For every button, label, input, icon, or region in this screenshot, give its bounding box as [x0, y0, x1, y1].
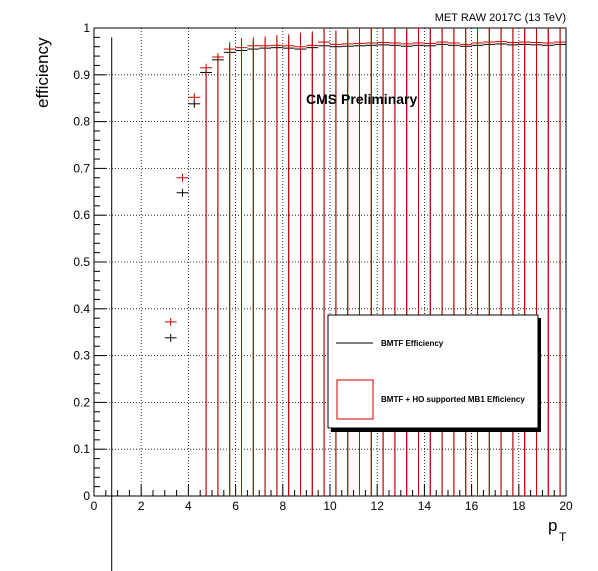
data-point	[282, 34, 295, 496]
data-point	[188, 93, 201, 102]
legend-label-bmtf: BMTF Efficiency	[381, 339, 444, 348]
y-tick-label: 0.4	[73, 302, 90, 316]
data-point	[176, 173, 189, 182]
legend-marker-ho	[336, 379, 374, 420]
data-point	[271, 35, 283, 496]
y-axis-label: efficiency	[33, 37, 52, 108]
data-point	[164, 317, 177, 326]
data-point	[212, 53, 224, 496]
data-point	[235, 38, 248, 496]
y-tick-label: 0.8	[73, 115, 90, 129]
cms-preliminary-label: CMS Preliminary	[306, 91, 417, 107]
data-point	[294, 32, 307, 496]
chart-header: MET RAW 2017C (13 TeV)	[435, 12, 566, 24]
x-tick-label: 6	[232, 499, 239, 513]
x-tick-label: 4	[185, 499, 192, 513]
x-axis-label: p	[548, 516, 557, 535]
x-tick-label: 0	[91, 499, 98, 513]
x-tick-label: 20	[559, 499, 573, 513]
y-tick-label: 0.6	[73, 208, 90, 222]
x-tick-label: 8	[279, 499, 286, 513]
y-tick-label: 0.7	[73, 161, 90, 175]
data-point	[223, 42, 236, 496]
x-tick-label: 16	[465, 499, 479, 513]
x-tick-label: 2	[138, 499, 145, 513]
y-tick-label: 1	[83, 21, 90, 35]
data-point	[306, 31, 319, 496]
y-tick-label: 0.5	[73, 255, 90, 269]
y-tick-label: 0	[83, 489, 90, 503]
data-point	[247, 37, 260, 496]
y-tick-label: 0.1	[73, 442, 90, 456]
data-point	[554, 28, 566, 496]
y-tick-label: 0.9	[73, 68, 90, 82]
data-point	[318, 28, 330, 496]
x-tick-label: 18	[512, 499, 526, 513]
data-point	[200, 63, 212, 496]
data-point	[259, 36, 271, 496]
x-tick-labels: 0 2 4 6 8 10 12 14 16 18 20	[91, 499, 573, 513]
legend-box	[327, 314, 539, 429]
legend: BMTF Efficiency BMTF + HO supported MB1 …	[327, 314, 541, 432]
x-axis-label-subscript: T	[559, 530, 567, 544]
x-tick-label: 14	[418, 499, 432, 513]
data-points	[105, 28, 566, 571]
x-tick-label: 10	[323, 499, 337, 513]
data-point	[164, 333, 177, 342]
y-tick-labels: 0 0.1 0.2 0.3 0.4 0.5 0.6 0.7 0.8 0.9 1	[73, 21, 90, 503]
data-point	[105, 37, 118, 571]
x-tick-label: 12	[371, 499, 385, 513]
legend-label-ho: BMTF + HO supported MB1 Efficiency	[381, 395, 525, 404]
y-tick-label: 0.2	[73, 395, 90, 409]
data-point	[542, 28, 555, 496]
axis-ticks	[93, 27, 567, 497]
data-point	[176, 188, 189, 197]
y-tick-label: 0.3	[73, 349, 90, 363]
